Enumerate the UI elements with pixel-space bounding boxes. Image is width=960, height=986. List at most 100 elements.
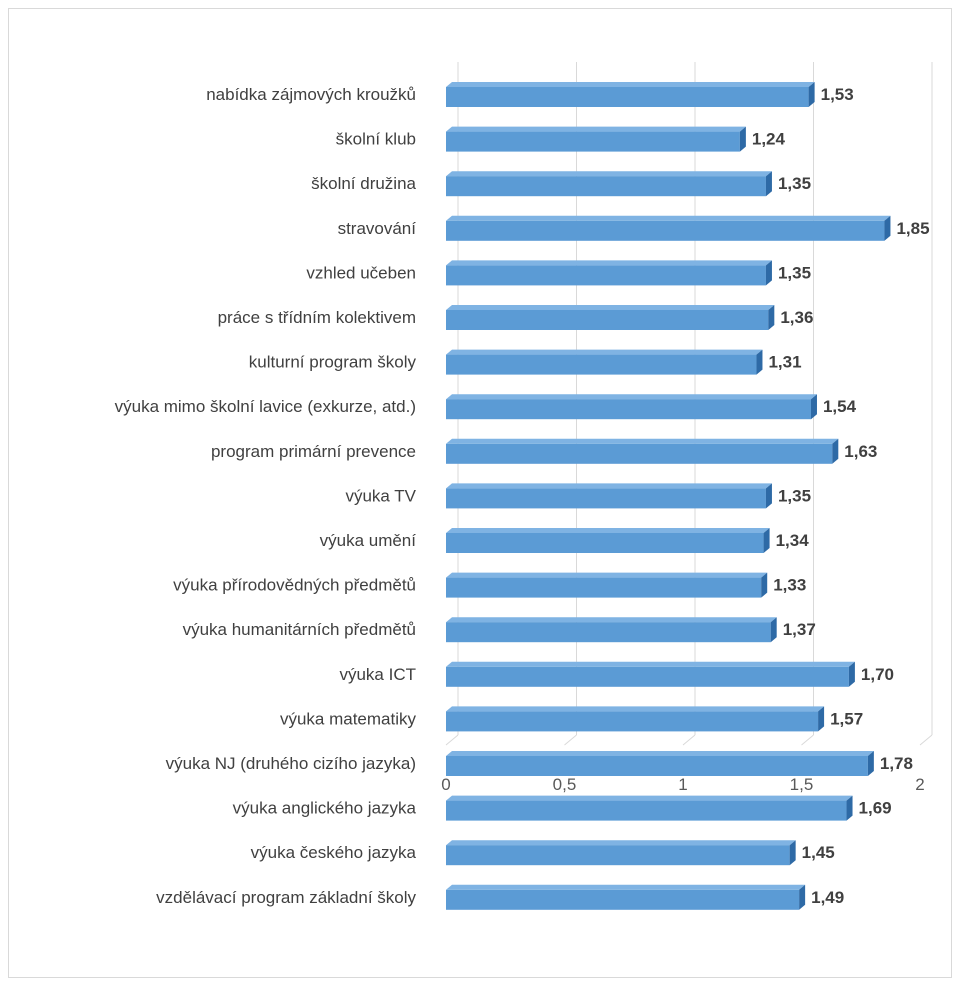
category-label: nabídka zájmových kroužků (206, 85, 416, 104)
bar (446, 443, 833, 464)
bar-top (446, 171, 772, 177)
bar (446, 666, 849, 687)
bar (446, 800, 847, 821)
category-label: práce s třídním kolektivem (218, 308, 416, 327)
bar-side (810, 394, 817, 420)
bar-top (446, 528, 770, 533)
bar-top (446, 394, 817, 400)
data-label: 1,33 (773, 576, 806, 595)
bar (446, 87, 809, 107)
bar-top (446, 126, 746, 132)
bar (446, 176, 766, 197)
x-tick-label: 0,5 (553, 775, 577, 794)
data-label: 1,35 (778, 486, 811, 505)
data-label: 1,34 (776, 531, 810, 550)
bar-side (765, 171, 772, 197)
category-label: výuka mimo školní lavice (exkurze, atd.) (115, 397, 416, 416)
bar-side (756, 349, 763, 375)
bar-top (446, 751, 874, 756)
gridline-floor (682, 734, 696, 746)
bar-side (768, 305, 775, 330)
data-label: 1,35 (778, 174, 811, 193)
data-label: 1,53 (821, 85, 854, 104)
data-label: 1,57 (830, 709, 863, 728)
data-label: 1,31 (768, 353, 801, 372)
bar-top (446, 572, 768, 578)
bar-side (799, 884, 806, 910)
category-label: vzhled učeben (306, 263, 416, 282)
data-label: 1,45 (802, 843, 835, 862)
bar (446, 488, 766, 509)
bar-top (446, 215, 891, 221)
bar-side (884, 215, 891, 241)
data-label: 1,70 (861, 665, 894, 684)
bar-side (765, 483, 772, 509)
bar-side (846, 795, 853, 821)
bar-side (763, 528, 770, 553)
bar-side (770, 617, 777, 643)
bar (446, 533, 764, 553)
x-tick-label: 1 (678, 775, 687, 794)
bar-side (808, 82, 815, 107)
bar (446, 399, 811, 420)
data-label: 1,35 (778, 263, 811, 282)
category-label: výuka umění (320, 531, 417, 550)
bar-side (789, 840, 796, 866)
bar-side (832, 438, 839, 464)
bar-top (446, 260, 772, 266)
bar (446, 220, 885, 241)
category-label: školní družina (311, 174, 416, 193)
category-label: výuka matematiky (280, 709, 417, 728)
bar-side (739, 126, 746, 152)
bar (446, 622, 771, 643)
category-label: program primární prevence (211, 442, 416, 461)
category-label: vzdělávací program základní školy (156, 888, 416, 907)
bar-top (446, 840, 796, 846)
category-label: školní klub (336, 130, 416, 149)
bar-side (818, 706, 825, 732)
bar (446, 889, 800, 910)
bar-side (867, 751, 874, 776)
bar-top (446, 305, 775, 310)
bar-top (446, 706, 825, 712)
gridline-floor (801, 734, 814, 746)
category-label: kulturní program školy (249, 353, 417, 372)
category-label: výuka přírodovědných předmětů (173, 576, 416, 595)
gridline-floor (445, 734, 459, 746)
gridline-floor (919, 734, 933, 746)
bar-top (446, 884, 806, 890)
data-label: 1,36 (780, 308, 813, 327)
bar-top (446, 661, 855, 667)
data-label: 1,37 (783, 620, 816, 639)
bar-top (446, 438, 839, 444)
data-label: 1,24 (752, 130, 786, 149)
x-tick-label: 2 (915, 775, 924, 794)
category-label: výuka NJ (druhého cizího jazyka) (166, 754, 416, 773)
category-label: stravování (338, 219, 417, 238)
bar-side (761, 572, 768, 598)
x-tick-label: 1,5 (790, 775, 814, 794)
category-label: výuka humanitárních předmětů (183, 620, 416, 639)
bar (446, 711, 819, 732)
data-label: 1,49 (811, 888, 844, 907)
bar-top (446, 483, 772, 489)
bar (446, 131, 740, 152)
data-label: 1,85 (896, 219, 929, 238)
bar (446, 354, 757, 375)
data-label: 1,69 (859, 799, 892, 818)
category-label: výuka ICT (339, 665, 416, 684)
bar-top (446, 617, 777, 623)
data-label: 1,63 (844, 442, 877, 461)
bar-side (765, 260, 772, 286)
category-label: výuka TV (345, 486, 416, 505)
data-label: 1,78 (880, 754, 913, 773)
bar-top (446, 795, 853, 801)
bar (446, 577, 762, 598)
bar-top (446, 82, 815, 87)
bar (446, 265, 766, 286)
x-tick-label: 0 (441, 775, 450, 794)
gridline-floor (564, 734, 577, 746)
bar-top (446, 349, 763, 355)
data-label: 1,54 (823, 397, 857, 416)
